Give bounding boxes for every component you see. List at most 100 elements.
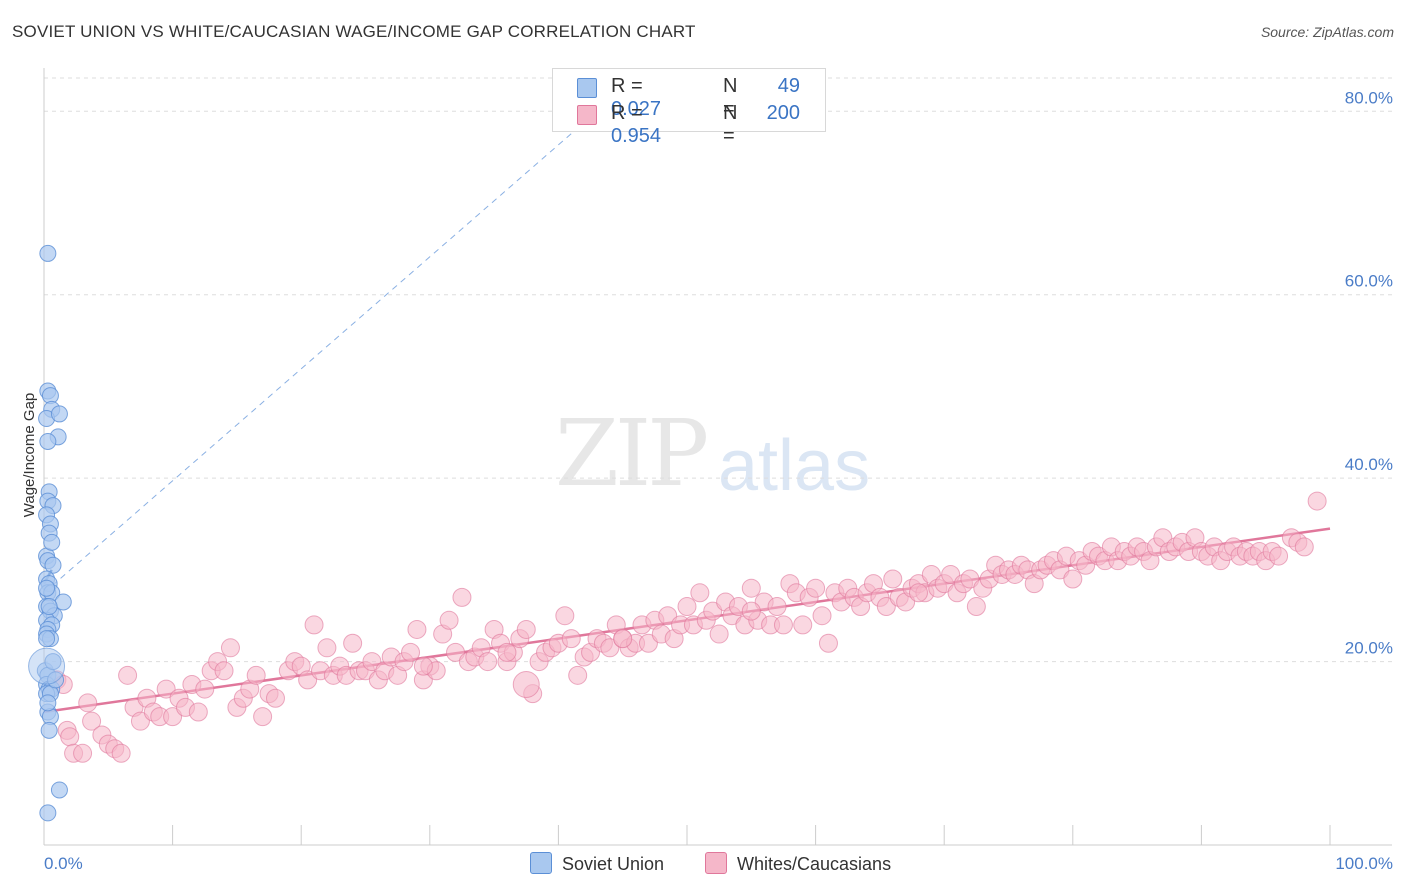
soviet-point bbox=[50, 405, 68, 423]
whites-point bbox=[407, 619, 427, 639]
grid-lines bbox=[44, 77, 1392, 663]
whites-point bbox=[613, 629, 633, 649]
whites-point bbox=[452, 587, 472, 607]
bottom-legend-swatch-soviet bbox=[530, 852, 552, 874]
whites-point bbox=[600, 638, 620, 658]
whites-point bbox=[767, 597, 787, 617]
whites-point bbox=[568, 665, 588, 685]
whites-point bbox=[773, 615, 793, 635]
whites-point bbox=[806, 578, 826, 598]
whites-point bbox=[111, 743, 131, 763]
axes bbox=[43, 68, 1392, 846]
bottom-legend-whites: Whites/Caucasians bbox=[705, 852, 891, 875]
whites-point bbox=[246, 665, 266, 685]
legend-n-label: N = bbox=[723, 102, 738, 147]
legend-r-value: 0.954 bbox=[611, 125, 662, 147]
whites-point bbox=[703, 601, 723, 621]
soviet-point bbox=[40, 721, 58, 739]
soviet-trend-extension bbox=[43, 110, 598, 594]
soviet-point bbox=[39, 432, 57, 450]
soviet-point bbox=[44, 556, 62, 574]
whites-point bbox=[130, 711, 150, 731]
soviet-point bbox=[28, 647, 66, 685]
y-tick-label: 80.0% bbox=[1345, 88, 1393, 107]
soviet-points bbox=[28, 244, 72, 822]
chart-title: SOVIET UNION VS WHITE/CAUCASIAN WAGE/INC… bbox=[12, 22, 696, 41]
legend-r-label: R = bbox=[611, 102, 643, 124]
whites-point bbox=[812, 606, 832, 626]
whites-point bbox=[188, 702, 208, 722]
whites-point bbox=[73, 743, 93, 763]
soviet-point bbox=[39, 244, 57, 262]
whites-point bbox=[966, 597, 986, 617]
whites-point bbox=[677, 597, 697, 617]
soviet-point bbox=[38, 630, 56, 648]
whites-point bbox=[960, 569, 980, 589]
legend-r-value: 0.027 bbox=[611, 98, 662, 120]
whites-point bbox=[478, 652, 498, 672]
bottom-legend-swatch-whites bbox=[705, 852, 727, 874]
y-axis-label: Wage/Income Gap bbox=[21, 393, 38, 518]
whites-point bbox=[163, 707, 183, 727]
x-tick-label: 100.0% bbox=[1335, 854, 1393, 873]
whites-point bbox=[497, 642, 517, 662]
whites-point bbox=[82, 711, 102, 731]
watermark-atlas: atlas bbox=[718, 426, 871, 506]
whites-point bbox=[298, 670, 318, 690]
watermark-zip: ZIP bbox=[555, 400, 709, 507]
whites-point bbox=[413, 656, 433, 676]
whites-point bbox=[555, 606, 575, 626]
legend-n-value: 200 bbox=[766, 102, 800, 124]
whites-point bbox=[401, 642, 421, 662]
whites-point bbox=[304, 615, 324, 635]
legend-n-value: 49 bbox=[777, 75, 800, 97]
whites-points bbox=[47, 491, 1327, 763]
whites-point bbox=[883, 569, 903, 589]
soviet-point bbox=[50, 781, 68, 799]
soviet-point bbox=[43, 533, 61, 551]
legend-r-label: R = bbox=[611, 75, 643, 97]
whites-point bbox=[446, 642, 466, 662]
legend-swatch-whites bbox=[577, 105, 597, 125]
soviet-point bbox=[40, 598, 58, 616]
soviet-point bbox=[39, 694, 57, 712]
whites-point bbox=[512, 670, 540, 698]
legend-n-label: N = bbox=[723, 75, 738, 120]
whites-point bbox=[516, 619, 536, 639]
bottom-legend-label-soviet: Soviet Union bbox=[562, 854, 665, 874]
whites-point bbox=[941, 564, 961, 584]
whites-point bbox=[220, 638, 240, 658]
whites-point bbox=[1063, 569, 1083, 589]
legend: R = 0.027 N = 49 R = 0.954 N = 200 bbox=[552, 68, 826, 147]
whites-point bbox=[317, 638, 337, 658]
y-tick-label: 20.0% bbox=[1345, 639, 1393, 658]
whites-point bbox=[362, 652, 382, 672]
whites-point bbox=[195, 679, 215, 699]
whites-point bbox=[439, 610, 459, 630]
whites-point bbox=[908, 583, 928, 603]
whites-point bbox=[741, 578, 761, 598]
whites-point bbox=[1294, 537, 1314, 557]
whites-point bbox=[78, 693, 98, 713]
bottom-legend-soviet: Soviet Union bbox=[530, 852, 664, 875]
whites-point bbox=[118, 665, 138, 685]
whites-point bbox=[561, 629, 581, 649]
whites-point bbox=[1307, 491, 1327, 511]
y-tick-label: 60.0% bbox=[1345, 272, 1393, 291]
whites-point bbox=[793, 615, 813, 635]
whites-point bbox=[156, 679, 176, 699]
source-label: Source: ZipAtlas.com bbox=[1260, 24, 1394, 40]
legend-swatch-soviet bbox=[577, 78, 597, 98]
whites-point bbox=[638, 633, 658, 653]
whites-point bbox=[253, 707, 273, 727]
soviet-point bbox=[39, 804, 57, 822]
whites-point bbox=[876, 597, 896, 617]
whites-point bbox=[741, 601, 761, 621]
whites-point bbox=[818, 633, 838, 653]
whites-point bbox=[214, 661, 234, 681]
whites-point bbox=[690, 583, 710, 603]
whites-point bbox=[343, 633, 363, 653]
whites-point bbox=[265, 688, 285, 708]
bottom-legend-label-whites: Whites/Caucasians bbox=[737, 854, 892, 874]
